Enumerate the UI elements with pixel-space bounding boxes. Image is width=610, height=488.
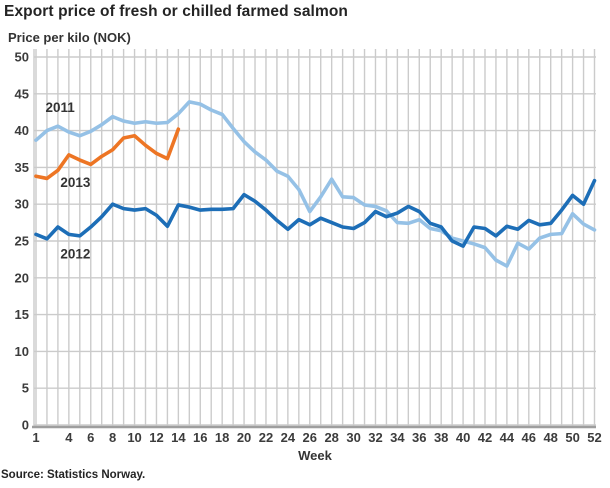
x-tick-label: 44 [500, 430, 515, 445]
y-tick-label: 30 [15, 197, 29, 212]
x-tick-label: 28 [324, 430, 338, 445]
y-tick-label: 20 [15, 270, 29, 285]
series-line-2011 [34, 100, 597, 268]
x-tick-label: 48 [543, 430, 557, 445]
y-tick-label: 50 [15, 50, 29, 65]
series-label-2011: 2011 [45, 100, 75, 115]
x-tick-label: 42 [478, 430, 492, 445]
x-tick-label: 4 [65, 430, 73, 445]
x-tick-label: 18 [215, 430, 229, 445]
y-tick-label: 10 [15, 344, 29, 359]
y-tick-label: 15 [15, 307, 29, 322]
series-label-2012: 2012 [60, 247, 90, 262]
x-tick-label: 24 [281, 430, 296, 445]
y-tick-label: 5 [22, 381, 29, 396]
x-tick-label: 34 [390, 430, 405, 445]
x-tick-label: 22 [259, 430, 273, 445]
series-label-2013: 2013 [60, 175, 91, 190]
x-tick-label: 32 [368, 430, 382, 445]
x-tick-label: 1 [32, 430, 39, 445]
x-tick-label: 40 [456, 430, 470, 445]
x-tick-label: 20 [237, 430, 251, 445]
x-tick-label: 30 [346, 430, 360, 445]
x-tick-label: 10 [127, 430, 141, 445]
y-tick-label: 35 [15, 160, 29, 175]
y-tick-label: 40 [15, 123, 29, 138]
chart-title: Export price of fresh or chilled farmed … [4, 3, 348, 20]
series-line-2012 [34, 178, 597, 248]
x-tick-label: 26 [303, 430, 317, 445]
y-tick-label: 45 [15, 86, 29, 101]
x-tick-label: 8 [109, 430, 116, 445]
x-axis-title: Week [298, 448, 332, 463]
source-note: Source: Statistics Norway. [1, 469, 146, 481]
x-tick-label: 50 [565, 430, 579, 445]
y-tick-label: 25 [15, 234, 29, 249]
y-tick-label: 0 [22, 418, 29, 433]
x-tick-label: 52 [587, 430, 601, 445]
x-tick-label: 12 [149, 430, 163, 445]
x-tick-label: 14 [171, 430, 186, 445]
x-tick-label: 16 [193, 430, 207, 445]
y-axis-unit-label: Price per kilo (NOK) [8, 30, 131, 45]
x-tick-label: 46 [522, 430, 536, 445]
x-tick-label: 38 [434, 430, 448, 445]
x-tick-label: 6 [87, 430, 94, 445]
x-tick-label: 36 [412, 430, 426, 445]
series-line-2013 [34, 127, 181, 181]
